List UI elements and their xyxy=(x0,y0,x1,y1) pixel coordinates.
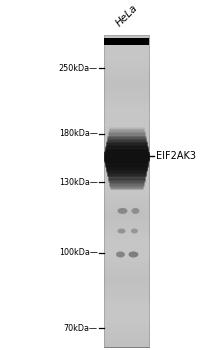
Ellipse shape xyxy=(117,208,127,214)
Ellipse shape xyxy=(130,229,137,233)
Ellipse shape xyxy=(128,251,138,258)
Bar xyxy=(103,38,149,45)
Text: EIF2AK3: EIF2AK3 xyxy=(156,151,195,161)
Ellipse shape xyxy=(131,208,139,214)
Ellipse shape xyxy=(117,229,125,233)
Text: 180kDa—: 180kDa— xyxy=(58,130,97,138)
Text: 250kDa—: 250kDa— xyxy=(58,64,97,73)
Text: 130kDa—: 130kDa— xyxy=(58,178,97,187)
Text: 100kDa—: 100kDa— xyxy=(58,248,97,257)
Bar xyxy=(103,35,149,346)
Text: HeLa: HeLa xyxy=(113,3,139,28)
Text: 70kDa—: 70kDa— xyxy=(63,324,97,333)
Ellipse shape xyxy=(115,251,124,258)
